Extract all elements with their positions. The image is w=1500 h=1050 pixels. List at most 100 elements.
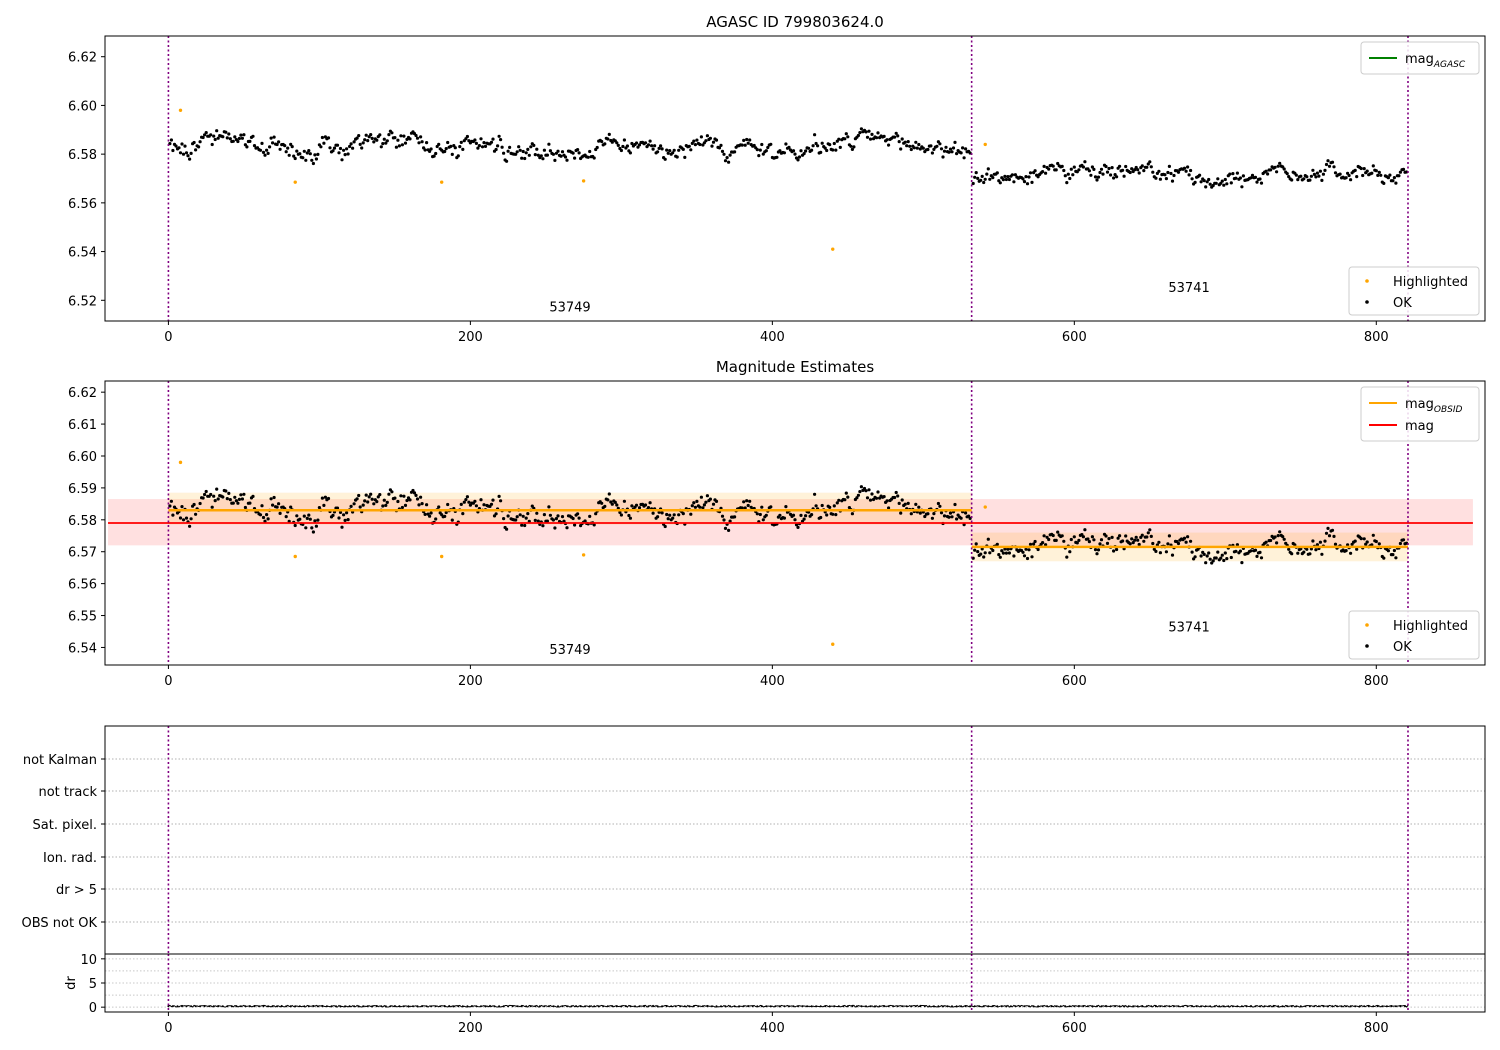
ok-point [1253,548,1258,552]
ok-point [733,515,737,519]
dr-point [416,1005,419,1008]
dr-point [643,1005,645,1008]
ok-point [1202,179,1206,183]
ok-point [656,515,660,519]
dr-point [860,1005,863,1008]
dr-point [670,1005,673,1008]
ok-point [496,144,500,148]
ok-point [1033,169,1037,173]
ok-point [1276,164,1280,168]
ok-point [1229,555,1233,560]
y-tick-label: 6.58 [68,514,97,529]
ok-point [838,145,842,149]
ok-point [1235,171,1239,175]
dr-point [706,1005,709,1008]
ok-point [1024,547,1028,551]
ok-point [381,504,385,508]
ok-point [390,131,394,135]
ok-point [650,144,654,148]
dr-point [1019,1005,1021,1008]
ok-point [375,500,379,504]
ok-point [1214,181,1218,185]
ok-point [1365,540,1369,544]
ok-point [1349,551,1353,555]
ok-point [1081,535,1085,539]
dr-point [199,1005,202,1008]
ok-point [556,514,560,518]
dr-point [1168,1005,1171,1008]
dr-point [969,1005,972,1008]
ok-point [1062,168,1066,173]
dr-point [783,1005,786,1008]
y-tick-label: 6.62 [68,386,97,401]
ok-point [1062,539,1066,543]
ok-point [533,518,537,523]
ok-point [1045,535,1049,539]
ok-point [1101,172,1105,176]
flag-label: dr > 5 [56,883,97,898]
ok-point [885,138,889,142]
ok-point [1282,537,1286,541]
ok-point [1391,553,1395,557]
ok-point [1220,179,1224,183]
ok-point [1022,554,1027,558]
ok-point [1004,177,1009,182]
ok-point [169,499,173,503]
ok-point [304,158,308,162]
ok-point [1030,180,1034,184]
dr-point [543,1005,546,1008]
ok-point [725,156,729,160]
dr-point [1041,1005,1044,1008]
legend-label-main: mag [1405,52,1434,67]
dr-point [774,1005,777,1008]
ok-point [508,145,512,149]
ok-point [355,497,359,501]
ok-point [1193,180,1197,184]
dr-point [1281,1005,1284,1008]
ok-point [213,137,217,142]
dr-point [253,1005,256,1008]
dr-point [330,1005,333,1008]
dr-point [443,1005,446,1008]
y-tick-label: 6.57 [68,546,97,561]
ok-point [576,148,580,152]
ok-point [961,146,965,150]
ok-point [261,150,266,154]
dr-point [529,1005,532,1008]
dr-point [1154,1005,1157,1008]
ok-point [284,515,288,519]
ok-point [900,498,904,502]
ok-point [865,135,870,139]
ok-point [275,505,279,509]
dr-point [824,1005,827,1008]
ok-point [194,148,198,152]
dr-point [398,1005,401,1008]
legend-lower: Highlighted OK [1348,610,1480,660]
ok-point [1240,185,1244,189]
dr-point [176,1005,179,1008]
ok-point [1202,552,1206,557]
ok-point [1290,178,1294,182]
ok-point [782,516,787,520]
ok-point [607,132,611,136]
ok-point [251,134,255,138]
ok-point [823,146,827,150]
ok-point [903,140,907,144]
highlighted-point [983,505,987,509]
ok-point [1068,176,1072,181]
flag-label: not Kalman [23,753,97,768]
ok-point [844,491,848,495]
magnitude-estimates-panel: Magnitude Estimates 53749 53741 0 200 400 600 8… [68,358,1486,689]
dr-point [593,1005,596,1008]
ok-point [429,147,433,151]
dr-point [828,1005,831,1008]
dr-point [715,1005,718,1008]
ok-point [370,497,374,501]
ok-point [671,516,675,520]
ok-point [399,494,403,498]
ok-point [547,142,551,146]
y-tick-label: 6.54 [68,641,97,656]
dr-point [402,1005,405,1008]
y-tick-label: 6.55 [68,610,97,625]
x-tick-label: 800 [1364,674,1389,689]
